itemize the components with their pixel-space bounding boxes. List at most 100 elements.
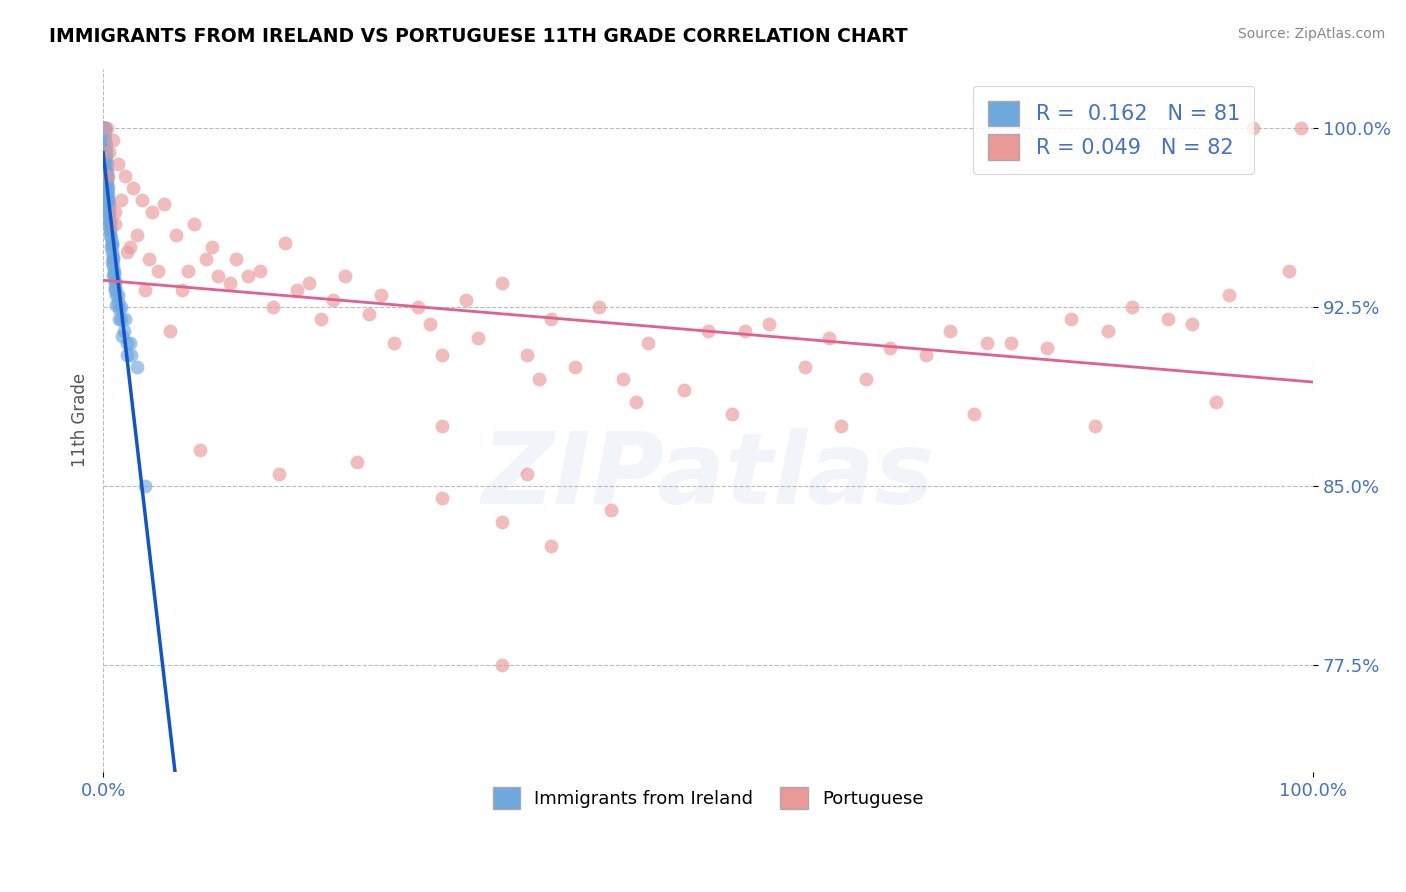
Point bbox=[600, 502, 623, 516]
Point bbox=[939, 324, 962, 338]
Point bbox=[98, 217, 121, 231]
Point bbox=[101, 250, 124, 264]
Point bbox=[419, 317, 441, 331]
Point bbox=[100, 231, 122, 245]
Point bbox=[96, 173, 118, 187]
Point bbox=[93, 130, 115, 145]
Point bbox=[93, 121, 115, 136]
Point bbox=[183, 217, 205, 231]
Point bbox=[273, 235, 295, 250]
Point bbox=[134, 283, 156, 297]
Point bbox=[107, 288, 129, 302]
Point bbox=[107, 295, 129, 310]
Point bbox=[94, 154, 117, 169]
Point bbox=[94, 137, 117, 152]
Point bbox=[879, 341, 901, 355]
Point bbox=[93, 137, 115, 152]
Point bbox=[359, 307, 381, 321]
Point bbox=[697, 324, 720, 338]
Point bbox=[103, 264, 125, 278]
Point bbox=[612, 371, 634, 385]
Point bbox=[624, 395, 647, 409]
Point bbox=[120, 348, 142, 362]
Point bbox=[1097, 324, 1119, 338]
Point bbox=[100, 240, 122, 254]
Point bbox=[93, 121, 115, 136]
Point bbox=[108, 302, 131, 317]
Point bbox=[97, 193, 120, 207]
Point bbox=[188, 443, 211, 458]
Point bbox=[406, 300, 429, 314]
Point bbox=[298, 276, 321, 290]
Point bbox=[94, 126, 117, 140]
Point bbox=[97, 204, 120, 219]
Point bbox=[672, 384, 695, 398]
Point bbox=[721, 408, 744, 422]
Point bbox=[1000, 335, 1022, 350]
Point bbox=[322, 293, 344, 307]
Point bbox=[915, 348, 938, 362]
Point bbox=[976, 335, 998, 350]
Point bbox=[103, 260, 125, 274]
Point bbox=[97, 193, 120, 207]
Point bbox=[516, 467, 538, 481]
Point bbox=[527, 371, 550, 385]
Point bbox=[93, 121, 115, 136]
Point bbox=[97, 204, 120, 219]
Point bbox=[1241, 121, 1264, 136]
Point bbox=[104, 276, 127, 290]
Point bbox=[110, 300, 132, 314]
Point bbox=[98, 217, 121, 231]
Point bbox=[105, 288, 128, 302]
Point bbox=[1181, 317, 1204, 331]
Point bbox=[125, 228, 148, 243]
Point bbox=[110, 312, 132, 326]
Point bbox=[540, 312, 562, 326]
Point bbox=[138, 252, 160, 267]
Point bbox=[93, 143, 115, 157]
Point bbox=[104, 283, 127, 297]
Point bbox=[100, 224, 122, 238]
Point bbox=[94, 147, 117, 161]
Point bbox=[96, 121, 118, 136]
Point bbox=[141, 204, 163, 219]
Point bbox=[1205, 395, 1227, 409]
Point bbox=[101, 254, 124, 268]
Point bbox=[97, 200, 120, 214]
Point bbox=[430, 419, 453, 434]
Point bbox=[734, 324, 756, 338]
Point bbox=[104, 204, 127, 219]
Point bbox=[96, 157, 118, 171]
Point bbox=[112, 324, 135, 338]
Point bbox=[195, 252, 218, 267]
Point bbox=[97, 193, 120, 207]
Legend: Immigrants from Ireland, Portuguese: Immigrants from Ireland, Portuguese bbox=[485, 780, 931, 816]
Point bbox=[333, 268, 356, 283]
Point bbox=[855, 371, 877, 385]
Point bbox=[131, 193, 153, 207]
Point bbox=[96, 173, 118, 187]
Point bbox=[1036, 341, 1059, 355]
Point bbox=[94, 164, 117, 178]
Point bbox=[104, 281, 127, 295]
Point bbox=[93, 128, 115, 143]
Point bbox=[94, 133, 117, 147]
Text: ZIPatlas: ZIPatlas bbox=[482, 428, 935, 525]
Point bbox=[104, 274, 127, 288]
Point bbox=[1157, 312, 1180, 326]
Point bbox=[1218, 288, 1240, 302]
Point bbox=[104, 217, 127, 231]
Point bbox=[96, 183, 118, 197]
Point bbox=[152, 197, 174, 211]
Point bbox=[1278, 264, 1301, 278]
Point bbox=[249, 264, 271, 278]
Point bbox=[96, 169, 118, 183]
Point bbox=[963, 408, 986, 422]
Point bbox=[201, 240, 224, 254]
Point bbox=[207, 268, 229, 283]
Point bbox=[146, 264, 169, 278]
Point bbox=[98, 145, 121, 159]
Point bbox=[111, 328, 134, 343]
Point bbox=[818, 331, 841, 345]
Point bbox=[101, 252, 124, 267]
